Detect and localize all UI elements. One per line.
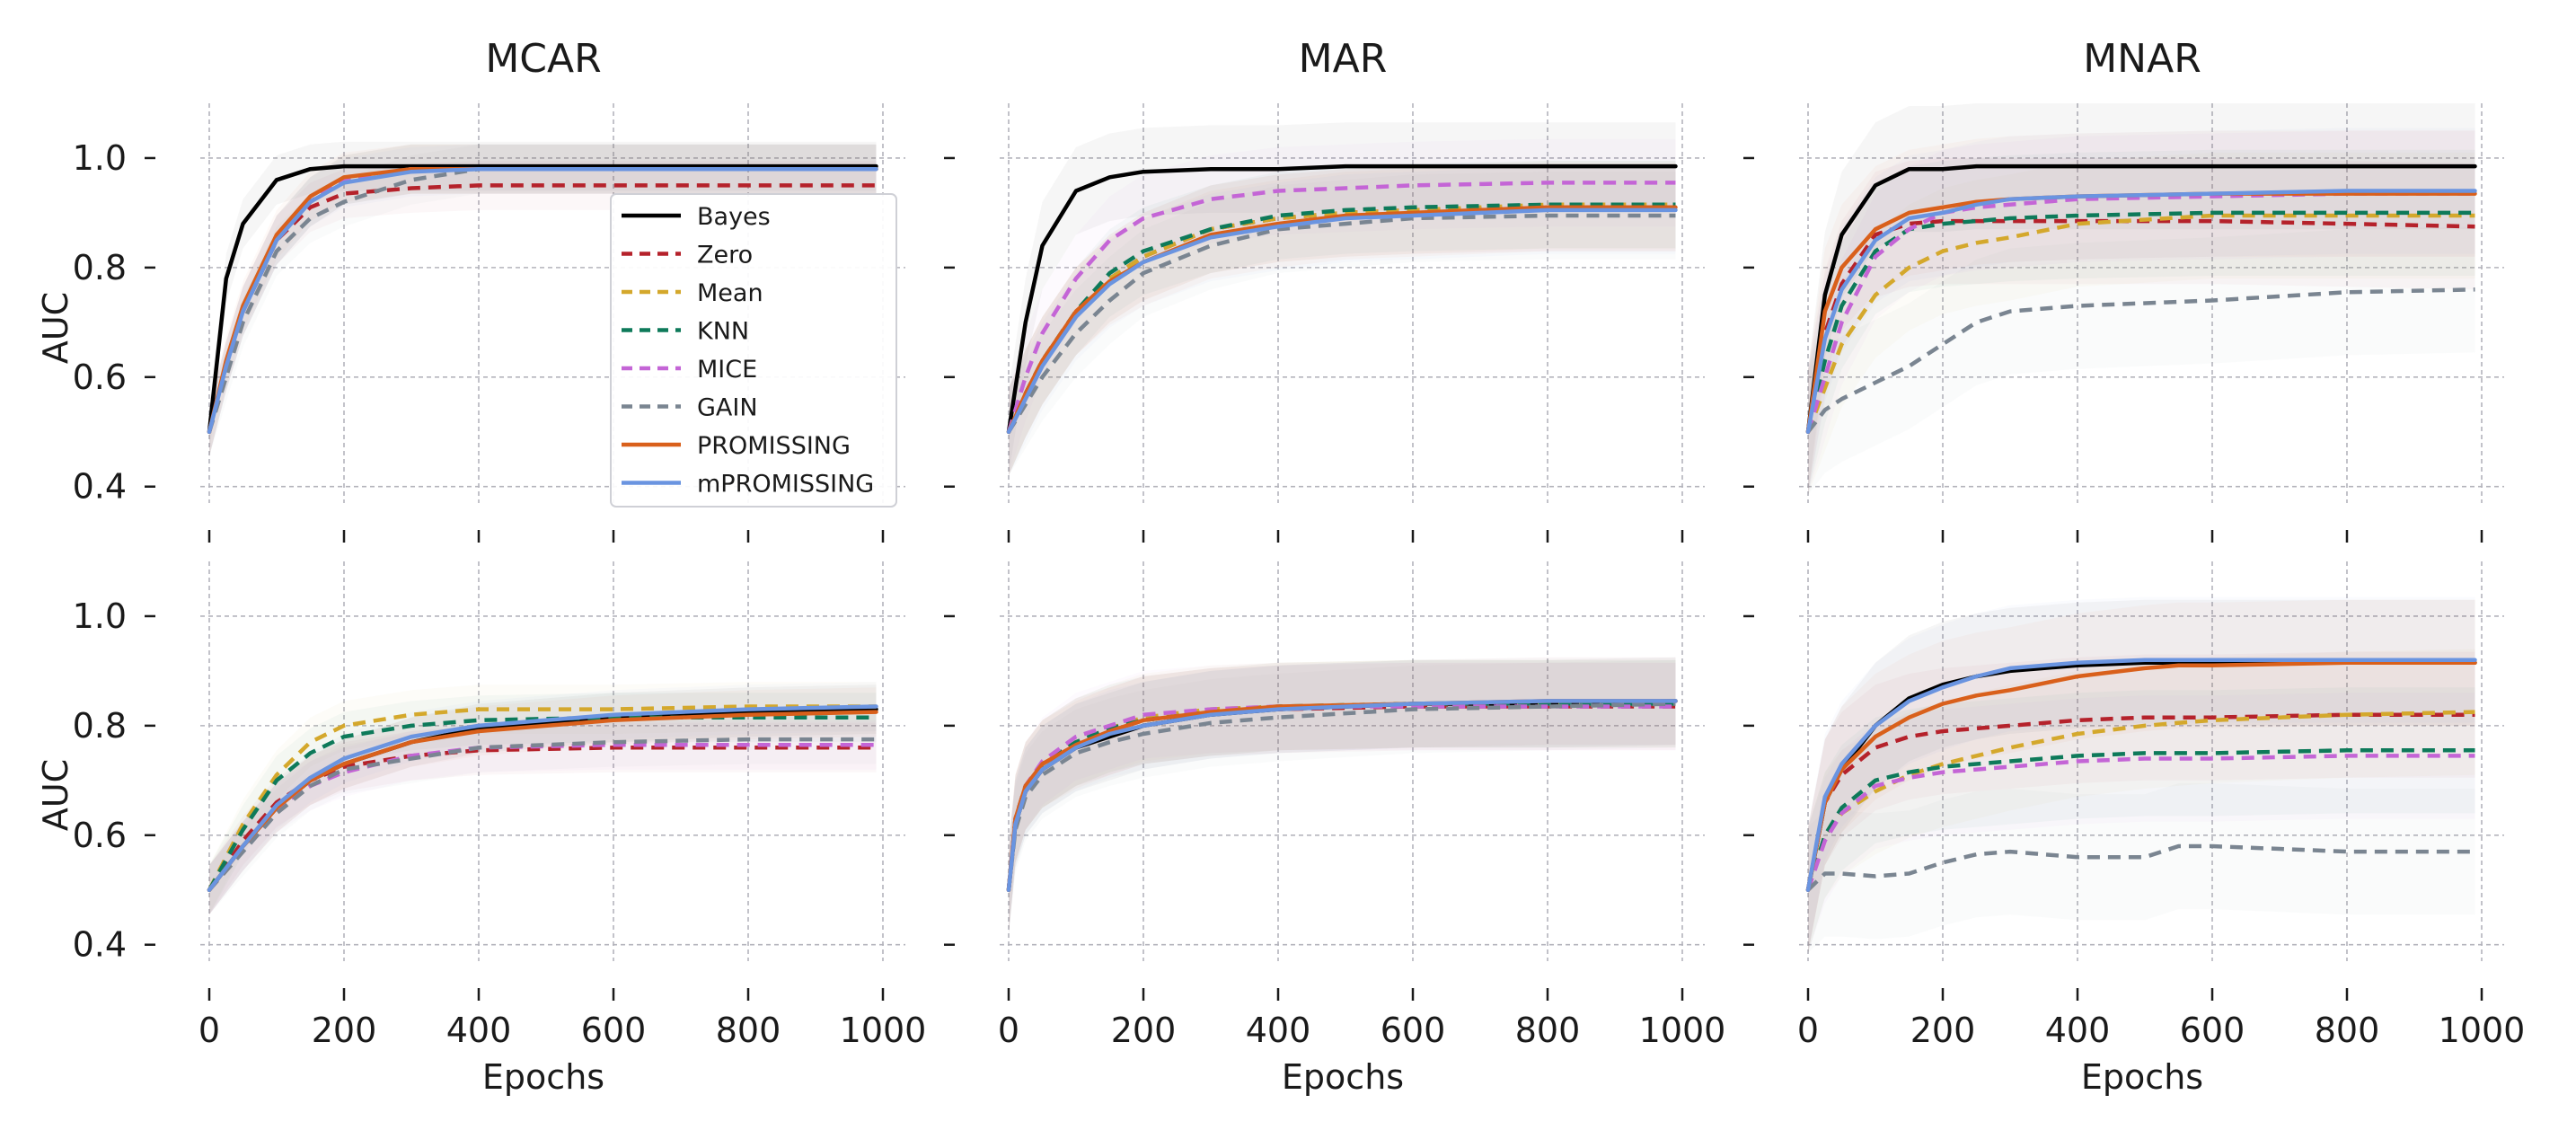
y-axis-label-bottom: AUC — [36, 759, 75, 831]
panel-mar-row2-xtick-label-200: 200 — [1111, 1011, 1177, 1050]
panel-mcar-row2-xtick-label-1000: 1000 — [840, 1011, 927, 1050]
panel-mcar-row1-ytick-label-0.6: 0.6 — [73, 358, 127, 397]
legend-label-zero: Zero — [697, 242, 753, 269]
panel-mcar-row2-ytick-label-1: 1.0 — [73, 596, 127, 636]
panel-mar-row2-xtick-label-0: 0 — [998, 1011, 1019, 1050]
x-axis-label-mar: Epochs — [1282, 1057, 1404, 1097]
panel-mnar-row1-line-mice — [1805, 191, 2475, 433]
panel-mcar-row2-ytick-label-0.8: 0.8 — [73, 706, 127, 746]
panel-mnar-row1-line-gain — [1806, 287, 2475, 434]
panel-mar-row2-line-mice — [1006, 704, 1676, 891]
panel-mar-row2-xtick-label-1000: 1000 — [1639, 1011, 1726, 1050]
x-axis-label-mcar: Epochs — [482, 1057, 604, 1097]
panel-mar-row2-line-mpromissing — [1006, 699, 1678, 893]
panel-mnar-row2-line-promissing — [1805, 660, 2477, 893]
panel-mnar-row1 — [1743, 103, 2504, 543]
panel-mnar-row2-xtick-label-800: 800 — [2315, 1011, 2380, 1050]
panel-mar-row1-line-mpromissing — [1006, 207, 1678, 435]
panel-mnar-row2-line-knn — [1805, 748, 2475, 891]
panel-mnar-row2-xtick-label-400: 400 — [2045, 1011, 2111, 1050]
column-title-mar: MAR — [1299, 36, 1388, 82]
panel-mcar-row2-xtick-label-400: 400 — [446, 1011, 512, 1050]
column-title-mnar: MNAR — [2083, 36, 2201, 82]
x-axis-label-mnar: Epochs — [2081, 1057, 2203, 1097]
panel-mnar-row1-line-mean — [1805, 213, 2475, 433]
panel-mnar-row1-line-mpromissing — [1805, 189, 2477, 435]
legend: Bayes Zero Mean KNN MICE GAIN PROMISSING mPROMI… — [610, 193, 897, 508]
panel-mcar-row1-line-gain — [207, 166, 877, 433]
legend-label-mice: MICE — [697, 356, 757, 384]
panel-mcar-row2-line-mean — [207, 704, 877, 891]
panel-mnar-row2-line-mpromissing — [1805, 658, 2477, 893]
panel-mcar-row1: 0.4 0.6 0.8 1.0 Bayes Zero Mean KNN MICE GAIN PROM… — [73, 103, 905, 543]
panel-mcar-row1-line-bayes — [207, 163, 878, 435]
panel-mcar-row2: 0.4 0.6 0.8 1.0 0 200 400 600 800 1000 — [73, 561, 927, 1050]
panel-mar-row2-xtick-label-600: 600 — [1381, 1011, 1446, 1050]
legend-label-promissing: PROMISSING — [697, 432, 851, 460]
panel-mnar-row2-xtick-label-1000: 1000 — [2439, 1011, 2526, 1050]
panel-mcar-row1-line-mpromissing — [207, 166, 878, 435]
y-axis-label-top: AUC — [36, 292, 75, 364]
panel-mnar-row2-line-zero — [1805, 712, 2475, 891]
panel-mar-row2-xtick-label-800: 800 — [1515, 1011, 1581, 1050]
panel-mnar-row2-xtick-label-0: 0 — [1797, 1011, 1819, 1050]
panel-mcar-row2-line-mpromissing — [207, 704, 878, 893]
panel-mnar-row1-line-knn — [1805, 210, 2475, 433]
panel-mcar-row1-ytick-label-1: 1.0 — [73, 138, 127, 178]
panel-mar-row1-line-bayes — [1006, 163, 1678, 435]
panel-mcar-row2-line-zero — [207, 746, 877, 892]
panel-mcar-row1-ytick-label-0.4: 0.4 — [73, 467, 127, 507]
panel-mcar-row2-ytick-label-0.4: 0.4 — [73, 925, 127, 965]
panels-layer: 0.4 0.6 0.8 1.0 Bayes Zero Mean KNN MICE GAIN PROM… — [73, 103, 2525, 1050]
legend-box — [610, 193, 897, 508]
panel-mnar-row2-line-mice — [1805, 754, 2475, 891]
panel-mnar-row2-line-gain — [1806, 843, 2475, 892]
legend-label-mpromissing: mPROMISSING — [697, 471, 874, 499]
legend-label-mean: Mean — [697, 279, 763, 307]
panel-mar-row2-xtick-label-400: 400 — [1246, 1011, 1311, 1050]
legend-label-knn: KNN — [697, 318, 749, 346]
panel-mcar-row2-xtick-label-800: 800 — [716, 1011, 781, 1050]
panel-mcar-row2-xtick-label-600: 600 — [581, 1011, 647, 1050]
panel-mar-row1-line-mice — [1006, 181, 1676, 433]
panel-mcar-row2-xtick-label-200: 200 — [312, 1011, 377, 1050]
column-title-mcar: MCAR — [485, 36, 601, 82]
legend-label-bayes: Bayes — [697, 203, 771, 231]
panel-mnar-row2-xtick-label-200: 200 — [1910, 1011, 1976, 1050]
panel-mar-row1 — [944, 103, 1705, 543]
panel-mnar-row1-line-bayes — [1805, 163, 2477, 435]
panel-mcar-row2-xtick-label-0: 0 — [198, 1011, 220, 1050]
panel-mar-row2: 0 200 400 600 800 1000 — [944, 561, 1725, 1050]
panel-mnar-row2-xtick-label-600: 600 — [2180, 1011, 2245, 1050]
panel-mcar-row2-line-gain — [207, 737, 877, 892]
panel-mnar-row2: 0 200 400 600 800 1000 — [1743, 561, 2525, 1050]
panel-mnar-row1-line-zero — [1805, 218, 2475, 433]
legend-label-gain: GAIN — [697, 394, 758, 422]
panel-mcar-row2-ytick-label-0.6: 0.6 — [73, 816, 127, 855]
panel-mcar-row1-ytick-label-0.8: 0.8 — [73, 248, 127, 287]
